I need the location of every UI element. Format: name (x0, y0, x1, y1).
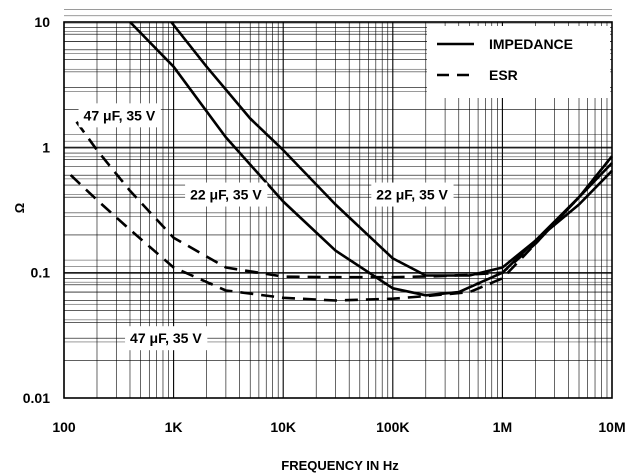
annotation-3: 22 μF, 35 V (371, 182, 454, 207)
plot-frame (63, 21, 613, 399)
annotation-background (185, 182, 268, 207)
y-tick-label: 10 (34, 14, 50, 30)
legend-box (427, 26, 610, 98)
x-tick-label: 10M (598, 419, 625, 435)
x-tick-label: 100K (376, 419, 409, 435)
annotation-background (371, 182, 454, 207)
annotation-label: 22 μF, 35 V (190, 187, 262, 203)
esr-curve-4 (69, 155, 614, 302)
annotation-2: 22 μF, 35 V (185, 182, 268, 207)
tick-labels: 100 1K 10K 100K 1M 10M 0.01 0.1 1 10 (23, 14, 626, 435)
legend-esr-label: ESR (489, 67, 518, 83)
y-tick-label: 1 (42, 139, 50, 155)
legend-impedance-label: IMPEDANCE (489, 36, 573, 52)
annotation-label: 22 μF, 35 V (376, 187, 448, 203)
annotation-4: 47 μF, 35 V (125, 326, 208, 351)
annotation-label: 47 μF, 35 V (84, 107, 156, 123)
y-tick-label: 0.01 (23, 390, 50, 406)
annotation-1: 47 μF, 35 V (78, 103, 161, 128)
annotation-label: 47 μF, 35 V (130, 330, 202, 346)
series-layer (69, 21, 614, 302)
annotation-layer: 47 μF, 35 V 22 μF, 35 V 22 μF, 35 V 47 μF, … (78, 103, 454, 351)
annotation-background (125, 326, 208, 351)
x-axis-label: FREQUENCY IN Hz (281, 458, 399, 473)
annotation-background (78, 103, 161, 128)
y-axis-label: Ω (12, 203, 27, 213)
x-tick-label: 10K (270, 419, 296, 435)
y-tick-label: 0.1 (31, 265, 51, 281)
esr-curve-3 (75, 121, 614, 279)
x-tick-label: 100 (52, 419, 76, 435)
legend: IMPEDANCE ESR (427, 26, 610, 98)
x-tick-label: 1K (165, 419, 183, 435)
x-tick-label: 1M (493, 419, 512, 435)
